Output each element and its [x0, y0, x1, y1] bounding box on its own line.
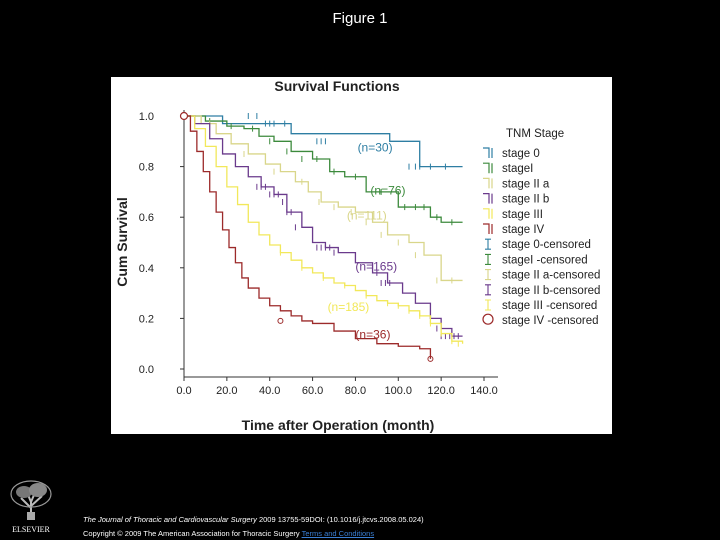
copyright: Copyright © 2009 The American Associatio… [83, 530, 374, 538]
legend-swatch [483, 223, 493, 234]
legend-label: stageI -censored [502, 254, 588, 266]
x-tick-label: 140.0 [470, 385, 498, 397]
terms-link[interactable]: Terms and Conditions [301, 529, 375, 538]
y-tick-label: 0.0 [139, 364, 154, 376]
legend-label: stage IV -censored [502, 315, 599, 327]
y-tick-label: 0.4 [139, 263, 154, 275]
survival-chart: Survival Functions Cum Survival Time aft… [114, 78, 600, 433]
censor-mark [427, 355, 434, 362]
x-axis-label: Time after Operation (month) [242, 417, 435, 433]
x-tick-label: 80.0 [345, 385, 366, 397]
legend-label: stage IV [502, 224, 545, 236]
slide-title: Figure 1 [332, 10, 388, 27]
censor-mark [179, 111, 189, 121]
legend-label: stageI [502, 163, 533, 175]
x-tick-label: 0.0 [176, 385, 191, 397]
legend-label: stage III -censored [502, 300, 597, 312]
copyright-text: Copyright © 2009 The American Associatio… [83, 529, 300, 538]
n-annotation: (n=36) [355, 328, 390, 342]
n-annotation: (n=185) [328, 300, 370, 314]
citation-detail: 2009 13755-59DOI: (10.1016/j.jtcvs.2008.… [258, 515, 424, 524]
n-annotation: (n=76) [370, 183, 405, 197]
legend-swatch [482, 313, 494, 325]
chart-title: Survival Functions [274, 78, 399, 94]
x-tick-label: 20.0 [216, 385, 237, 397]
legend-label: stage III [502, 209, 543, 221]
series-line-1 [184, 115, 463, 223]
legend-swatch [483, 208, 493, 219]
svg-text:ELSEVIER: ELSEVIER [12, 525, 50, 534]
series-line-5 [184, 115, 432, 359]
legend-swatch [483, 193, 493, 204]
y-axis-label: Cum Survival [114, 197, 130, 286]
citation: The Journal of Thoracic and Cardiovascul… [83, 516, 424, 524]
legend-label: stage II a [502, 178, 550, 190]
legend-swatch [483, 162, 493, 174]
n-annotation: (n=30) [358, 140, 393, 154]
x-tick-label: 40.0 [259, 385, 280, 397]
legend-swatch [483, 177, 493, 189]
x-tick-label: 60.0 [302, 385, 323, 397]
figure-panel: Survival Functions Cum Survival Time aft… [111, 77, 612, 434]
legend-swatch [483, 147, 493, 158]
legend-swatch [485, 269, 491, 281]
legend-title: TNM Stage [506, 128, 564, 140]
y-tick-label: 0.8 [139, 162, 154, 174]
n-annotation: (n=165) [355, 259, 397, 273]
legend-swatch [485, 299, 491, 311]
elsevier-tree-logo: ELSEVIER [6, 478, 56, 534]
journal-name: The Journal of Thoracic and Cardiovascul… [83, 515, 257, 524]
legend-swatch [485, 238, 491, 250]
series-line-0 [184, 115, 463, 168]
censor-mark [277, 317, 284, 324]
legend-swatch [485, 253, 491, 265]
legend-swatch [485, 284, 491, 296]
y-tick-label: 0.2 [139, 313, 154, 325]
n-annotation: (n=111) [347, 209, 387, 223]
legend-label: stage II b-censored [502, 285, 600, 297]
legend-label: stage II b [502, 194, 549, 206]
legend-label: stage 0-censored [502, 239, 591, 251]
series-line-3 [184, 115, 463, 337]
legend-label: stage 0 [502, 148, 540, 160]
y-tick-label: 0.6 [139, 212, 154, 224]
x-tick-label: 120.0 [427, 385, 455, 397]
series-line-2 [184, 115, 463, 282]
legend-label: stage II a-censored [502, 270, 600, 282]
y-tick-label: 1.0 [139, 111, 154, 123]
x-tick-label: 100.0 [385, 385, 413, 397]
